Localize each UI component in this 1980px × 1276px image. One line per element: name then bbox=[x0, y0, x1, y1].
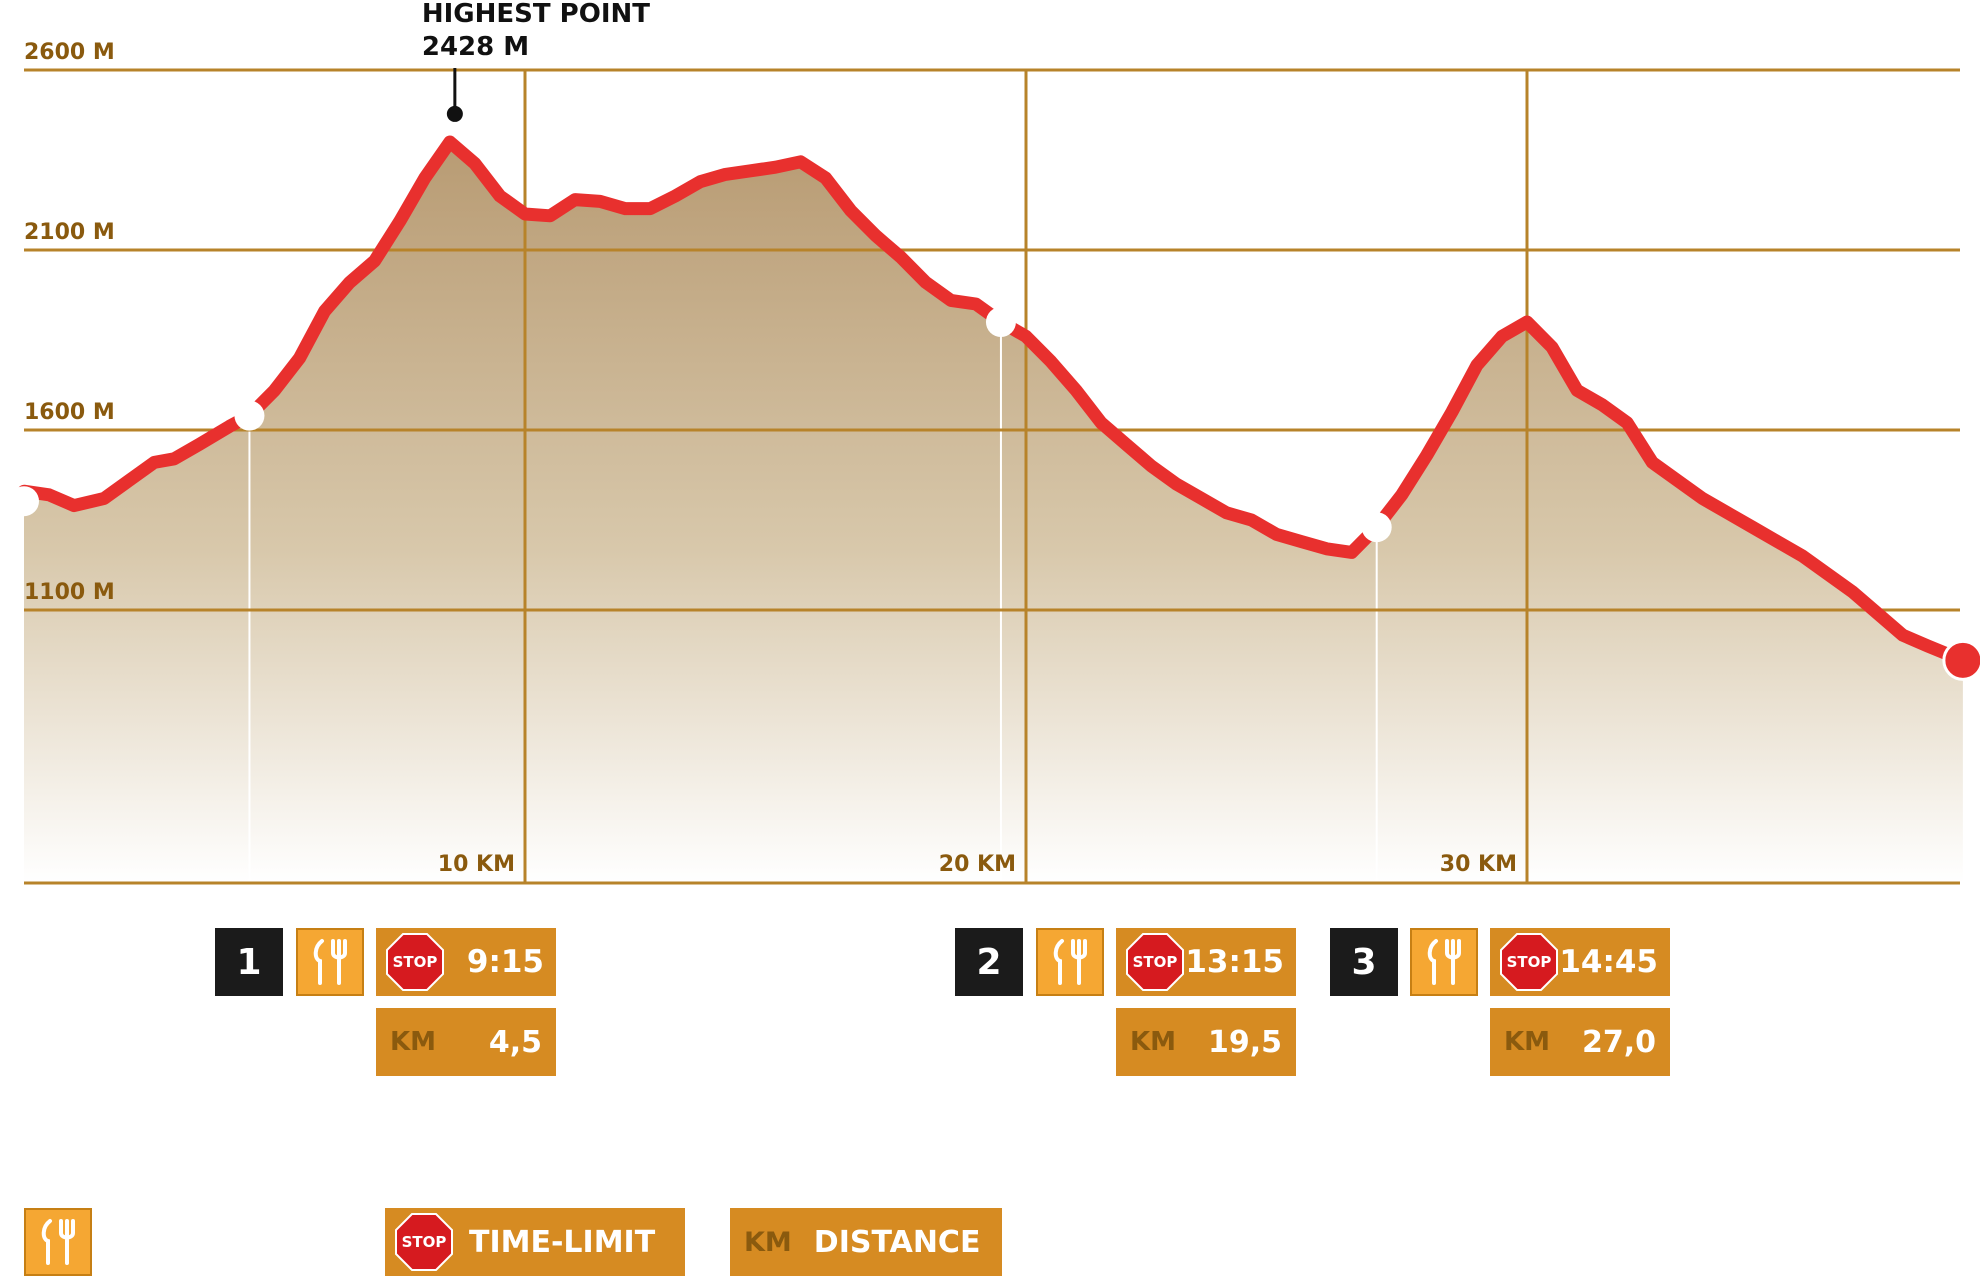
km-label: KM bbox=[1504, 1027, 1551, 1057]
x-tick-label: 30 KM bbox=[1440, 852, 1517, 877]
time-limit-tag-1: STOP 9:15 bbox=[376, 928, 556, 996]
svg-text:STOP: STOP bbox=[1507, 953, 1552, 971]
km-label: KM bbox=[1130, 1027, 1177, 1057]
distance-value: 27,0 bbox=[1581, 1024, 1656, 1060]
distance-tag-2: KM 19,5 bbox=[1116, 1008, 1296, 1076]
checkpoint-marker-2 bbox=[985, 307, 1016, 337]
x-tick-label: 10 KM bbox=[438, 852, 515, 877]
distance-value: 19,5 bbox=[1207, 1024, 1282, 1060]
legend-time-limit-label: TIME-LIMIT bbox=[469, 1224, 656, 1260]
time-limit-value: 14:45 bbox=[1559, 944, 1658, 980]
svg-text:STOP: STOP bbox=[393, 953, 438, 971]
stop-icon: STOP bbox=[386, 933, 444, 991]
time-limit-tag-3: STOP 14:45 bbox=[1490, 928, 1670, 996]
highest-point-title: HIGHEST POINT bbox=[422, 0, 650, 29]
distance-tag-1: KM 4,5 bbox=[376, 1008, 556, 1076]
checkpoint-marker-3 bbox=[1361, 512, 1392, 543]
y-tick-label: 2600 M bbox=[24, 40, 115, 65]
stop-icon: STOP bbox=[1500, 933, 1558, 991]
legend-distance: KM DISTANCE bbox=[730, 1208, 1002, 1276]
distance-value: 4,5 bbox=[488, 1024, 542, 1060]
checkpoint-number-2: 2 bbox=[955, 928, 1023, 996]
legend-food-icon bbox=[24, 1208, 92, 1276]
x-tick-label: 20 KM bbox=[939, 852, 1016, 877]
svg-text:STOP: STOP bbox=[402, 1233, 447, 1251]
elevation-chart: 1100 M 1600 M 2100 M 2600 M 10 KM 20 KM 30 KM H… bbox=[9, 0, 1980, 885]
legend-km-label: KM bbox=[744, 1226, 792, 1258]
checkpoint-number-3: 3 bbox=[1330, 928, 1398, 996]
finish-marker bbox=[1942, 639, 1980, 681]
highest-point-dot bbox=[446, 105, 463, 122]
food-icon bbox=[1036, 928, 1104, 996]
y-tick-label: 1600 M bbox=[24, 400, 115, 425]
y-tick-label: 2100 M bbox=[24, 220, 115, 245]
elevation-area bbox=[24, 142, 1963, 883]
food-icon bbox=[1410, 928, 1478, 996]
legend-distance-label: DISTANCE bbox=[813, 1224, 981, 1260]
highest-point-value: 2428 M bbox=[422, 32, 529, 62]
checkpoint-marker-1 bbox=[234, 400, 265, 431]
time-limit-value: 13:15 bbox=[1185, 944, 1284, 980]
y-tick-label: 1100 M bbox=[24, 580, 115, 605]
stop-icon: STOP bbox=[395, 1213, 453, 1271]
food-icon bbox=[296, 928, 364, 996]
route-line bbox=[17, 135, 1970, 667]
svg-text:STOP: STOP bbox=[1133, 953, 1178, 971]
stop-icon: STOP bbox=[1126, 933, 1184, 991]
time-limit-tag-2: STOP 13:15 bbox=[1116, 928, 1296, 996]
km-label: KM bbox=[390, 1027, 437, 1057]
legend-time-limit: STOP TIME-LIMIT bbox=[385, 1208, 685, 1276]
distance-tag-3: KM 27,0 bbox=[1490, 1008, 1670, 1076]
checkpoint-number-1: 1 bbox=[215, 928, 283, 996]
start-marker bbox=[9, 486, 39, 517]
time-limit-value: 9:15 bbox=[466, 944, 544, 980]
